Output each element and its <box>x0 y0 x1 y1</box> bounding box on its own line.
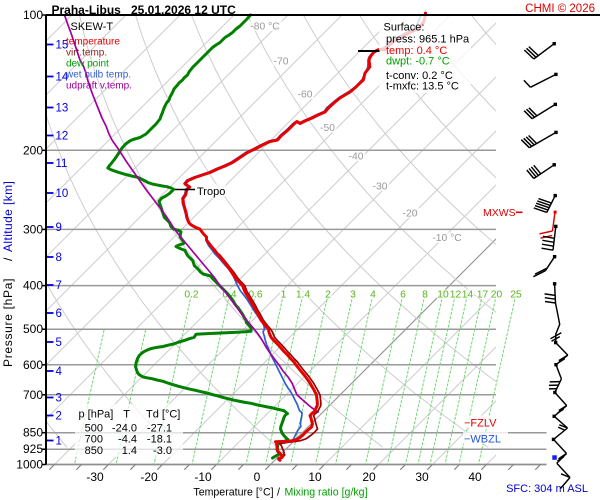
svg-text:14: 14 <box>462 290 474 301</box>
svg-text:T: T <box>123 409 130 421</box>
svg-text:8: 8 <box>422 290 428 301</box>
svg-text:1000: 1000 <box>16 458 43 472</box>
svg-text:25: 25 <box>510 290 522 301</box>
svg-text:-30: -30 <box>86 470 104 484</box>
svg-text:700: 700 <box>23 388 43 402</box>
svg-text:SKEW-T: SKEW-T <box>71 21 114 33</box>
svg-text:-24.0: -24.0 <box>112 423 137 435</box>
svg-text:5: 5 <box>56 337 62 349</box>
svg-text:2: 2 <box>56 411 62 423</box>
svg-text:15: 15 <box>56 40 69 52</box>
svg-text:udpraft v.temp.: udpraft v.temp. <box>66 80 132 91</box>
svg-text:Altitude [km]: Altitude [km] <box>1 181 15 252</box>
svg-text:1.4: 1.4 <box>122 445 137 457</box>
svg-text:850: 850 <box>85 445 103 457</box>
svg-text:dew point: dew point <box>66 58 109 69</box>
svg-text:temp: 0.4 °C: temp: 0.4 °C <box>386 45 447 57</box>
svg-text:1: 1 <box>56 436 62 448</box>
svg-text:3: 3 <box>350 290 356 301</box>
svg-text:12: 12 <box>56 131 69 143</box>
svg-text:500: 500 <box>23 322 43 336</box>
svg-text:12: 12 <box>450 290 462 301</box>
svg-text:7: 7 <box>56 280 62 292</box>
svg-text:2: 2 <box>325 290 331 301</box>
svg-text:temperature: temperature <box>66 36 120 47</box>
svg-text:Tropo: Tropo <box>197 186 225 198</box>
svg-text:13: 13 <box>56 103 69 115</box>
svg-text:-27.1: -27.1 <box>147 423 172 435</box>
svg-text:-3.0: -3.0 <box>153 445 172 457</box>
svg-text:0.2: 0.2 <box>184 290 199 301</box>
svg-text:400: 400 <box>23 279 43 293</box>
svg-text:20: 20 <box>491 290 503 301</box>
svg-text:SFC: 304 m ASL: SFC: 304 m ASL <box>506 483 588 495</box>
svg-text:dwpt: -0.7 °C: dwpt: -0.7 °C <box>386 56 450 68</box>
svg-text:10: 10 <box>308 470 322 484</box>
svg-text:0.6: 0.6 <box>248 290 263 301</box>
svg-text:-30: -30 <box>373 182 388 193</box>
svg-text:t-conv: 0.2 °C: t-conv: 0.2 °C <box>386 70 453 82</box>
svg-text:-18.1: -18.1 <box>147 434 172 446</box>
svg-text:40: 40 <box>468 470 482 484</box>
svg-text:3: 3 <box>56 393 62 405</box>
svg-text:600: 600 <box>23 358 43 372</box>
svg-text:4: 4 <box>370 290 376 301</box>
svg-text:0: 0 <box>254 470 261 484</box>
svg-text:10: 10 <box>56 188 69 200</box>
svg-text:25.01.2026 12 UTC: 25.01.2026 12 UTC <box>131 3 236 17</box>
svg-text:-20: -20 <box>140 470 158 484</box>
svg-text:/: / <box>277 487 280 499</box>
svg-text:200: 200 <box>23 143 43 157</box>
svg-text:700: 700 <box>85 434 103 446</box>
svg-text:11: 11 <box>56 158 68 170</box>
svg-text:14: 14 <box>56 72 69 84</box>
svg-text:-40: -40 <box>349 152 364 163</box>
svg-text:Temperature [°C]: Temperature [°C] <box>193 487 273 499</box>
svg-text:1.4: 1.4 <box>296 290 311 301</box>
svg-text:/: / <box>1 257 15 261</box>
svg-text:500: 500 <box>85 423 103 435</box>
svg-text:MXWS: MXWS <box>483 207 516 219</box>
svg-text:p [hPa]: p [hPa] <box>79 409 114 421</box>
svg-text:CHMI © 2026: CHMI © 2026 <box>525 3 595 15</box>
svg-text:Praha-Libus: Praha-Libus <box>52 3 122 17</box>
svg-text:-50: -50 <box>320 123 335 134</box>
svg-text:30: 30 <box>415 470 429 484</box>
svg-text:Surface:: Surface: <box>384 22 425 34</box>
svg-text:−FZLV: −FZLV <box>464 418 497 430</box>
svg-text:300: 300 <box>23 222 43 236</box>
svg-text:4: 4 <box>56 366 63 378</box>
svg-text:-20: -20 <box>403 209 418 220</box>
svg-text:6: 6 <box>56 308 62 320</box>
svg-text:925: 925 <box>23 442 43 456</box>
svg-text:press: 965.1 hPa: press: 965.1 hPa <box>386 34 470 46</box>
svg-text:−WBZL: −WBZL <box>464 434 501 446</box>
svg-text:-80 °C: -80 °C <box>250 22 280 33</box>
svg-text:850: 850 <box>23 426 43 440</box>
svg-text:-10: -10 <box>194 470 212 484</box>
svg-text:10: 10 <box>437 290 449 301</box>
svg-text:virt.temp.: virt.temp. <box>66 47 107 58</box>
svg-text:-60: -60 <box>298 90 313 101</box>
svg-text:20: 20 <box>362 470 376 484</box>
svg-text:100: 100 <box>23 8 43 22</box>
svg-text:wet bulb temp.: wet bulb temp. <box>65 69 131 80</box>
svg-text:t-mxfc: 13.5 °C: t-mxfc: 13.5 °C <box>386 81 459 93</box>
svg-text:9: 9 <box>56 222 62 234</box>
svg-text:Td [°C]: Td [°C] <box>146 409 180 421</box>
svg-text:Pressure [hPa]: Pressure [hPa] <box>1 278 15 367</box>
svg-text:-4.4: -4.4 <box>118 434 137 446</box>
svg-text:17: 17 <box>477 290 489 301</box>
svg-text:-70: -70 <box>274 57 289 68</box>
svg-text:1: 1 <box>281 290 287 301</box>
svg-text:6: 6 <box>400 290 406 301</box>
svg-text:-10 °C: -10 °C <box>432 233 462 244</box>
svg-text:Mixing ratio [g/kg]: Mixing ratio [g/kg] <box>285 487 368 499</box>
svg-text:8: 8 <box>56 252 62 264</box>
